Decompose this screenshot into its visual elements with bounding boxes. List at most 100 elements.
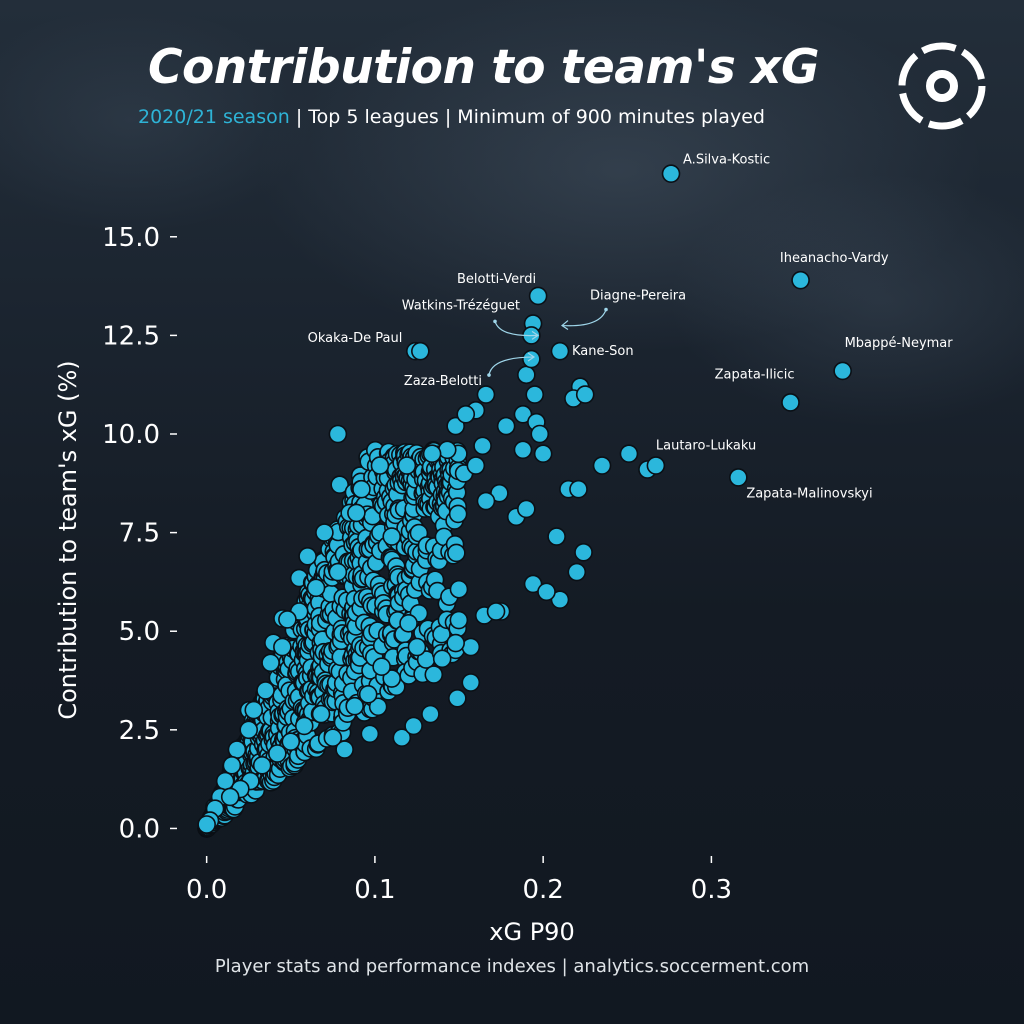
annotation-arrow-head bbox=[527, 352, 536, 362]
player-pair-point bbox=[456, 404, 476, 424]
player-pair-point bbox=[513, 404, 533, 424]
player-pair-point bbox=[382, 669, 402, 688]
annotation-arrow-dot bbox=[493, 319, 497, 324]
player-pair-point bbox=[252, 756, 272, 775]
player-pair-point bbox=[496, 416, 516, 436]
player-pair-point bbox=[421, 704, 440, 724]
player-pair-point bbox=[466, 456, 486, 475]
point-label: Diagne-Pereira bbox=[590, 289, 686, 304]
axes: 0.0 2.5 5.0 7.5 10.0 12.5 15.0 0.0 0.1 0.2 0.3 xG P… bbox=[54, 223, 732, 946]
point-label: Kane-Son bbox=[572, 344, 634, 359]
player-pair-point bbox=[358, 685, 378, 704]
highlighted-point bbox=[661, 164, 681, 183]
player-pair-point bbox=[592, 456, 612, 475]
player-pair-point bbox=[298, 546, 317, 566]
player-pair-point bbox=[424, 665, 444, 684]
player-pair-point bbox=[281, 732, 301, 751]
player-pair-point bbox=[490, 483, 509, 503]
player-pair-point bbox=[268, 744, 287, 763]
player-pair-point bbox=[461, 637, 481, 657]
player-pair-point bbox=[352, 479, 371, 499]
player-pair-point bbox=[569, 479, 588, 499]
point-label: Iheanacho-Vardy bbox=[780, 251, 889, 266]
player-pair-point bbox=[432, 649, 452, 669]
highlighted-point bbox=[791, 270, 810, 290]
point-label: Watkins-Trézéguet bbox=[402, 298, 520, 313]
player-pair-point bbox=[517, 499, 536, 519]
annotation-arrow-head bbox=[531, 330, 540, 340]
point-label: Zapata-Malinovskyi bbox=[746, 486, 872, 501]
annotation-arrow bbox=[561, 309, 607, 327]
player-pair-point bbox=[239, 720, 259, 740]
player-pair-point bbox=[220, 787, 240, 807]
annotation-arrow-dot bbox=[487, 373, 491, 377]
player-pair-point bbox=[360, 724, 380, 744]
x-axis-title: xG P90 bbox=[489, 918, 574, 946]
player-pair-point bbox=[476, 491, 496, 511]
point-label: Zaza-Belotti bbox=[404, 374, 482, 389]
player-pair-point bbox=[530, 424, 550, 444]
footer-source: Player stats and performance indexes | a… bbox=[214, 956, 810, 977]
highlighted-point bbox=[550, 341, 570, 361]
player-pair-point bbox=[461, 673, 481, 692]
annotation-arrow-dot bbox=[604, 307, 608, 312]
highlighted-point bbox=[833, 361, 852, 381]
player-pair-point bbox=[567, 562, 587, 582]
point-label: Zapata-Ilicic bbox=[715, 367, 795, 382]
player-pair-point bbox=[197, 815, 216, 834]
player-pair-point bbox=[473, 436, 492, 456]
player-pair-point bbox=[449, 610, 469, 630]
player-pair-point bbox=[311, 704, 331, 724]
player-pair-point bbox=[370, 456, 390, 475]
player-pair-point bbox=[328, 424, 348, 444]
y-tick-label: 2.5 bbox=[119, 716, 160, 746]
x-tick-label: 0.2 bbox=[522, 875, 563, 905]
soccerment-logo-icon bbox=[898, 42, 986, 130]
player-pair-point bbox=[619, 444, 639, 464]
player-pair-point bbox=[382, 527, 402, 546]
x-tick-label: 0.0 bbox=[186, 875, 227, 905]
player-pair-point bbox=[345, 696, 365, 716]
player-pair-point bbox=[449, 579, 469, 599]
player-pair-point bbox=[537, 582, 556, 602]
annotation-arrow bbox=[494, 321, 539, 337]
player-pair-point bbox=[227, 740, 247, 759]
player-pair-point bbox=[397, 456, 417, 475]
player-pair-point bbox=[533, 444, 553, 464]
annotation-arrow bbox=[488, 356, 535, 376]
y-axis-title: Contribution to team's xG (%) bbox=[54, 360, 82, 719]
player-pair-point bbox=[215, 771, 235, 791]
point-label: Lautaro-Lukaku bbox=[656, 439, 756, 454]
subtitle-details: | Top 5 leagues | Minimum of 900 minutes… bbox=[289, 106, 765, 128]
player-pair-point bbox=[437, 440, 457, 460]
player-pair-point bbox=[575, 385, 595, 404]
player-pair-point bbox=[347, 503, 366, 523]
player-pair-point bbox=[574, 543, 593, 562]
player-pair-point bbox=[448, 504, 468, 524]
player-pair-point bbox=[446, 633, 465, 653]
player-pair-point bbox=[547, 527, 566, 546]
player-pair-point bbox=[446, 416, 465, 436]
player-pair-point bbox=[328, 562, 348, 582]
y-tick-label: 15.0 bbox=[102, 223, 160, 253]
data-points bbox=[197, 164, 852, 838]
player-pair-point bbox=[256, 681, 275, 700]
player-pair-point bbox=[550, 590, 570, 609]
highlighted-point bbox=[729, 468, 748, 487]
chart-subtitle: 2020/21 season | Top 5 leagues | Minimum… bbox=[138, 106, 898, 128]
player-pair-point bbox=[407, 637, 427, 657]
player-pair-point bbox=[404, 716, 423, 736]
y-tick-label: 7.5 bbox=[119, 519, 160, 549]
player-pair-point bbox=[278, 610, 297, 629]
player-pair-point bbox=[294, 716, 314, 736]
player-pair-point bbox=[273, 637, 292, 657]
player-pair-point bbox=[399, 614, 418, 633]
highlighted-point bbox=[411, 341, 430, 361]
player-pair-point bbox=[448, 688, 467, 708]
y-tick-label: 5.0 bbox=[119, 617, 160, 647]
player-pair-point bbox=[306, 578, 326, 598]
player-pair-point bbox=[323, 728, 343, 748]
player-pair-point bbox=[330, 475, 349, 494]
player-pair-point bbox=[244, 700, 264, 720]
